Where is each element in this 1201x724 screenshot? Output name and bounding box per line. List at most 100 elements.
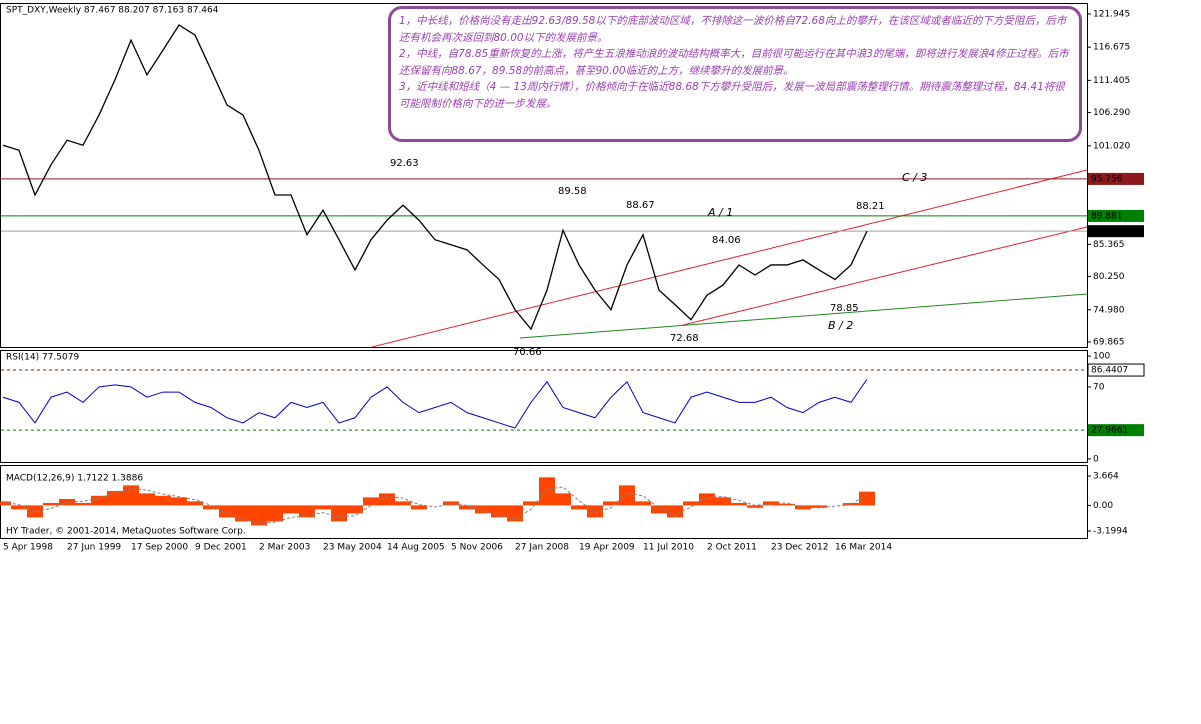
level-label-box	[1088, 424, 1144, 437]
histogram-bar	[811, 505, 827, 508]
histogram-bar	[555, 493, 571, 506]
annotation: C / 3	[902, 171, 927, 184]
histogram-bar	[139, 493, 155, 506]
histogram-bar	[395, 501, 411, 506]
x-tick-label: 2 Mar 2003	[259, 543, 310, 553]
histogram-bar	[347, 505, 363, 514]
level-label-box	[1088, 209, 1144, 222]
rsi-panel	[0, 350, 1088, 463]
annotation: 92.63	[390, 158, 419, 169]
histogram-bar	[251, 505, 267, 526]
y-tick-label: 116.675	[1093, 43, 1130, 53]
level-label-box	[1088, 225, 1144, 238]
x-tick-label: 14 Aug 2005	[387, 543, 445, 553]
histogram-bar	[171, 497, 187, 506]
histogram-bar	[683, 501, 699, 506]
analysis-note: 1，中长线，价格尚没有走出92.63/89.58以下的底部波动区域，不排除这一波…	[388, 6, 1082, 142]
trend-line	[519, 293, 1088, 339]
histogram-bar	[27, 505, 43, 518]
x-tick-label: 23 May 2004	[323, 543, 382, 553]
histogram-bar	[43, 502, 59, 506]
y-tick-label: 100	[1093, 352, 1110, 362]
histogram-bar	[299, 505, 315, 518]
series-line	[2, 378, 868, 429]
note-paragraph: 3，近中线和短线（4 — 13周内行情），价格倾向于在临近88.68下方攀升受阻…	[399, 81, 1065, 110]
annotation: 88.21	[856, 201, 885, 212]
rsi-title: RSI(14) 77.5079	[6, 353, 79, 363]
histogram-bar	[123, 485, 139, 506]
histogram-bar	[363, 497, 379, 506]
y-tick-label: 85.365	[1093, 240, 1125, 250]
annotation: 84.06	[712, 235, 741, 246]
copyright: HY Trader, © 2001-2014, MetaQuotes Softw…	[6, 527, 246, 537]
x-tick-label: 11 Jul 2010	[643, 543, 694, 553]
level-label-box	[1088, 172, 1144, 185]
y-tick-label: 0.00	[1093, 501, 1113, 511]
x-tick-label: 5 Apr 1998	[3, 543, 53, 553]
level-label: 89.881	[1091, 211, 1123, 221]
histogram-bar	[779, 503, 795, 506]
annotation: 70.66	[513, 347, 542, 358]
histogram-bar	[651, 505, 667, 514]
x-tick-label: 23 Dec 2012	[771, 543, 829, 553]
annotation: A / 1	[707, 206, 733, 219]
histogram-bar	[11, 505, 27, 510]
histogram-bar	[635, 501, 651, 506]
histogram-bar	[459, 505, 475, 510]
histogram-bar	[523, 501, 539, 506]
histogram-bar	[475, 505, 491, 514]
histogram-bar	[571, 505, 587, 510]
y-tick-label: 80.250	[1093, 272, 1125, 282]
y-tick-label: 121.945	[1093, 9, 1130, 19]
y-tick-label: 106.290	[1093, 108, 1130, 118]
level-label: 95.756	[1091, 174, 1123, 184]
histogram-bar	[267, 505, 283, 522]
histogram-bar	[379, 493, 395, 506]
y-tick-label: 0	[1093, 454, 1099, 464]
histogram-bar	[219, 505, 235, 518]
y-tick-label: -3.1994	[1093, 527, 1128, 537]
y-tick-label: 69.865	[1093, 337, 1125, 347]
trend-line	[682, 226, 1088, 326]
y-tick-label: 74.980	[1093, 305, 1125, 315]
histogram-bar	[91, 495, 107, 506]
histogram-bar	[667, 505, 683, 518]
annotation: 78.85	[830, 303, 859, 314]
x-tick-label: 16 Mar 2014	[835, 543, 892, 553]
histogram-bar	[0, 501, 11, 506]
histogram-bar	[715, 497, 731, 506]
histogram-bar	[411, 505, 427, 510]
histogram-bar	[507, 505, 523, 522]
x-tick-label: 27 Jan 2008	[515, 543, 569, 553]
note-paragraph: 1，中长线，价格尚没有走出92.63/89.58以下的底部波动区域，不排除这一波…	[399, 15, 1067, 44]
x-tick-label: 27 Jun 1999	[67, 543, 121, 553]
x-tick-label: 2 Oct 2011	[707, 543, 757, 553]
histogram-bar	[731, 502, 747, 506]
histogram-bar	[75, 502, 91, 506]
histogram-bar	[539, 477, 555, 506]
histogram-bar	[763, 501, 779, 506]
histogram-bar	[699, 493, 715, 506]
level-label-box	[1087, 363, 1145, 377]
histogram-bar	[587, 505, 603, 518]
y-tick-label: 70	[1093, 382, 1105, 392]
price-title: SPT_DXY,Weekly 87.467 88.207 87.163 87.4…	[6, 6, 219, 16]
histogram-bar	[859, 491, 875, 506]
y-tick-label: 101.020	[1093, 141, 1130, 151]
x-tick-label: 5 Nov 2006	[451, 543, 503, 553]
histogram-bar	[235, 505, 251, 522]
histogram-bar	[619, 485, 635, 506]
price-panel	[0, 3, 1088, 348]
x-tick-label: 9 Dec 2001	[195, 543, 247, 553]
histogram-bar	[603, 501, 619, 506]
level-label: 27.9661	[1091, 426, 1128, 436]
annotation: 88.67	[626, 200, 655, 211]
histogram-bar	[843, 502, 859, 506]
annotation: B / 2	[828, 319, 853, 332]
note-paragraph: 2，中线，自78.85重新恢复的上涨，将产生五浪推动浪的波动结构概率大，目前很可…	[399, 48, 1069, 77]
signal-line	[2, 486, 868, 524]
annotation: 89.58	[558, 186, 587, 197]
histogram-bar	[747, 505, 763, 508]
